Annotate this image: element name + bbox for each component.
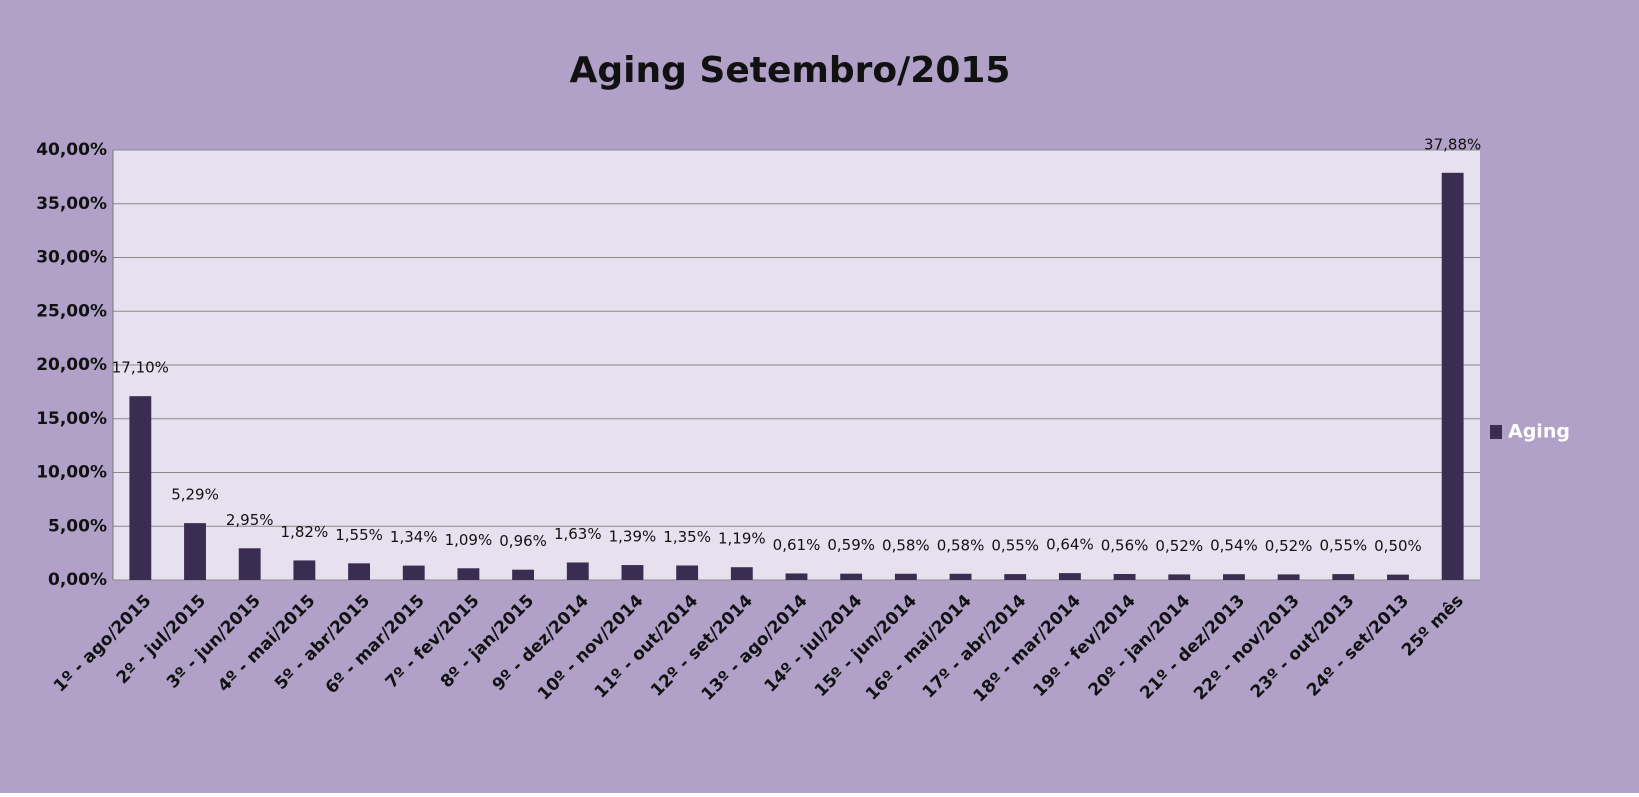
bar	[457, 568, 480, 580]
data-label: 0,52%	[1155, 537, 1203, 555]
data-label: 0,55%	[991, 537, 1039, 555]
bar	[785, 573, 808, 580]
bar	[840, 573, 863, 580]
data-label: 1,35%	[663, 528, 711, 546]
bar	[1441, 172, 1464, 581]
data-label: 0,56%	[1101, 536, 1149, 554]
bar	[184, 523, 206, 580]
bar	[1332, 574, 1355, 580]
y-tick-label: 0,00%	[48, 570, 107, 590]
legend-label: Aging	[1508, 421, 1570, 443]
bar	[512, 569, 535, 580]
data-label: 1,63%	[554, 525, 602, 543]
data-label: 37,88%	[1424, 135, 1481, 153]
bar	[1387, 574, 1409, 580]
bar	[1223, 574, 1245, 580]
bar	[238, 548, 261, 580]
bar	[566, 562, 589, 580]
data-label: 0,58%	[937, 536, 985, 554]
data-label: 17,10%	[112, 359, 169, 377]
y-tick-label: 25,00%	[36, 301, 107, 321]
bar	[730, 567, 753, 580]
data-label: 1,09%	[445, 531, 493, 549]
bar	[348, 563, 370, 580]
data-label: 1,39%	[609, 528, 657, 546]
chart-title: Aging Setembro/2015	[570, 50, 1011, 91]
y-tick-label: 15,00%	[36, 409, 107, 429]
bar	[1113, 573, 1136, 580]
bar	[402, 565, 425, 580]
legend-swatch	[1490, 425, 1502, 439]
y-tick-label: 30,00%	[36, 248, 107, 268]
y-tick-label: 10,00%	[36, 463, 107, 483]
y-tick-label: 5,00%	[48, 516, 107, 536]
data-label: 0,96%	[499, 532, 547, 550]
bar	[676, 565, 699, 580]
data-label: 5,29%	[171, 486, 219, 504]
data-label: 0,54%	[1210, 537, 1258, 555]
y-tick-label: 35,00%	[36, 194, 107, 214]
data-label: 1,82%	[281, 523, 329, 541]
bar	[293, 560, 316, 580]
data-label: 0,61%	[773, 536, 821, 554]
bar	[1004, 574, 1027, 580]
bar	[1058, 573, 1081, 580]
data-label: 1,34%	[390, 528, 438, 546]
y-tick-label: 20,00%	[36, 355, 107, 375]
data-label: 0,58%	[882, 536, 930, 554]
data-label: 0,55%	[1319, 537, 1367, 555]
bar	[1277, 574, 1300, 580]
bar	[949, 573, 972, 580]
data-label: 2,95%	[226, 511, 274, 529]
bar	[129, 396, 152, 580]
data-label: 1,19%	[718, 530, 766, 548]
y-tick-label: 40,00%	[36, 140, 107, 160]
bar	[894, 573, 917, 580]
data-label: 0,52%	[1265, 537, 1313, 555]
data-label: 1,55%	[335, 526, 383, 544]
bar	[1168, 574, 1191, 580]
data-label: 0,59%	[827, 536, 875, 554]
bar	[621, 565, 644, 580]
data-label: 0,64%	[1046, 536, 1094, 554]
data-label: 0,50%	[1374, 537, 1422, 555]
